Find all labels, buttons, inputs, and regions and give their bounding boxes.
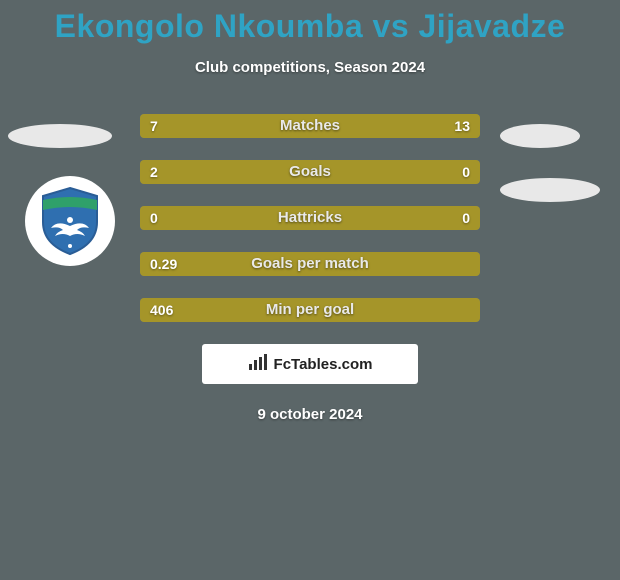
stat-row: Min per goal406: [0, 298, 620, 322]
bar-track: [140, 206, 480, 230]
page-title: Ekongolo Nkoumba vs Jijavadze: [0, 0, 620, 45]
stat-row: Goals20: [0, 160, 620, 184]
footer-date: 9 october 2024: [0, 406, 620, 423]
stat-row: Matches713: [0, 114, 620, 138]
attribution-badge: FcTables.com: [202, 344, 418, 384]
bar-right: [398, 160, 480, 184]
comparison-bars: Matches713 Goals20 Hattricks00 Goals per ma…: [0, 114, 620, 322]
bar-left: [140, 298, 480, 322]
subtitle: Club competitions, Season 2024: [0, 59, 620, 76]
stat-row: Goals per match0.29: [0, 252, 620, 276]
attribution-text: FcTables.com: [274, 356, 373, 373]
bar-chart-icon: [248, 354, 268, 375]
bar-right: [310, 206, 480, 230]
bar-left: [140, 114, 259, 138]
bar-track: [140, 160, 480, 184]
comparison-infographic: Ekongolo Nkoumba vs Jijavadze Club compe…: [0, 0, 620, 580]
bar-track: [140, 298, 480, 322]
bar-left: [140, 160, 398, 184]
bar-left: [140, 206, 310, 230]
bar-track: [140, 114, 480, 138]
stat-row: Hattricks00: [0, 206, 620, 230]
bar-left: [140, 252, 480, 276]
bar-track: [140, 252, 480, 276]
bar-right: [259, 114, 480, 138]
